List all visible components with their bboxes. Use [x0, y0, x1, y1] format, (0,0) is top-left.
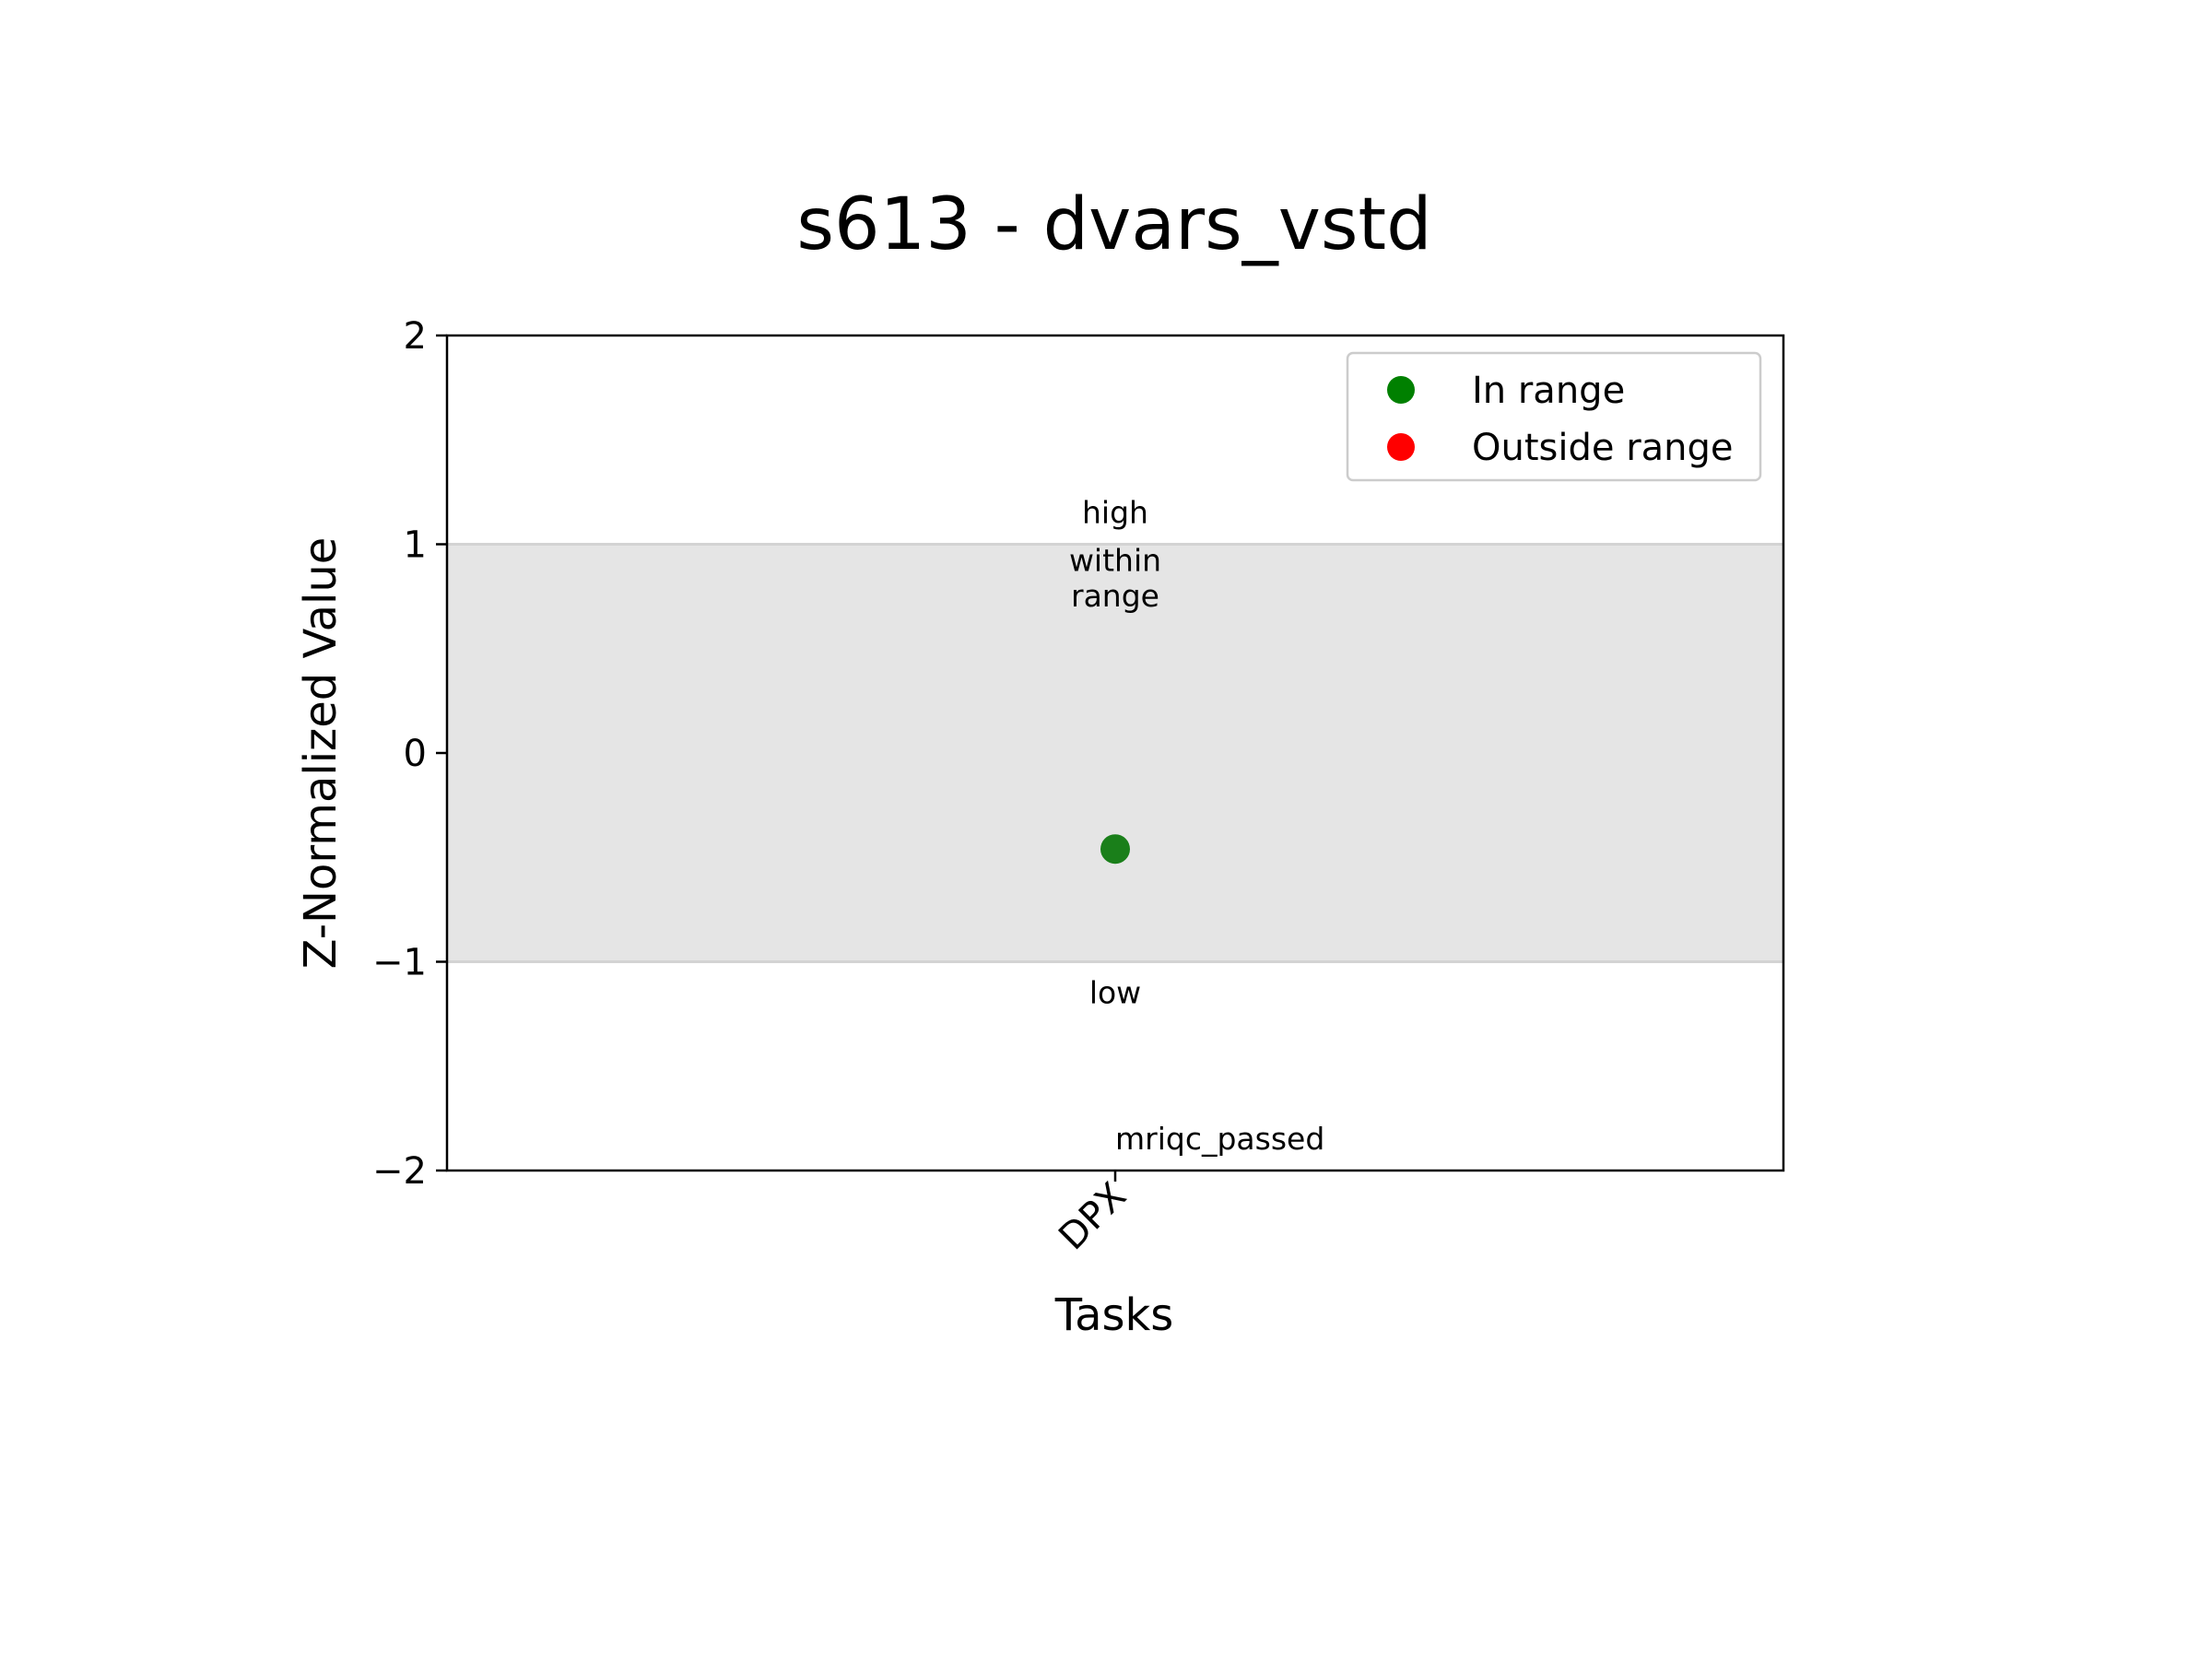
chart-title: s613 - dvars_vstd — [796, 183, 1431, 266]
y-tick-label: −1 — [372, 942, 427, 984]
annotation-mriqc-passed: mriqc_passed — [1115, 1121, 1324, 1157]
legend-label-in-range: In range — [1472, 370, 1625, 412]
legend-label-outside-range: Outside range — [1472, 427, 1734, 469]
legend-marker-outside-range — [1387, 433, 1415, 461]
legend: In range Outside range — [1346, 351, 1762, 482]
legend-marker-in-range — [1387, 376, 1415, 404]
legend-box — [1346, 351, 1762, 482]
x-axis-label: Tasks — [1054, 1289, 1174, 1341]
y-tick-label: −2 — [372, 1150, 427, 1193]
y-tick-label: 1 — [404, 524, 427, 567]
annotation-low: low — [1089, 974, 1141, 1010]
y-tick-label: 0 — [404, 733, 427, 775]
annotation-high: high — [1082, 495, 1148, 531]
range-band — [447, 544, 1783, 962]
y-tick-label: 2 — [404, 315, 427, 358]
annotation-within: within — [1069, 543, 1161, 579]
annotation-range: range — [1071, 578, 1159, 614]
y-axis-label: Z-Normalized Value — [295, 537, 347, 970]
data-point-dpx — [1100, 834, 1130, 865]
